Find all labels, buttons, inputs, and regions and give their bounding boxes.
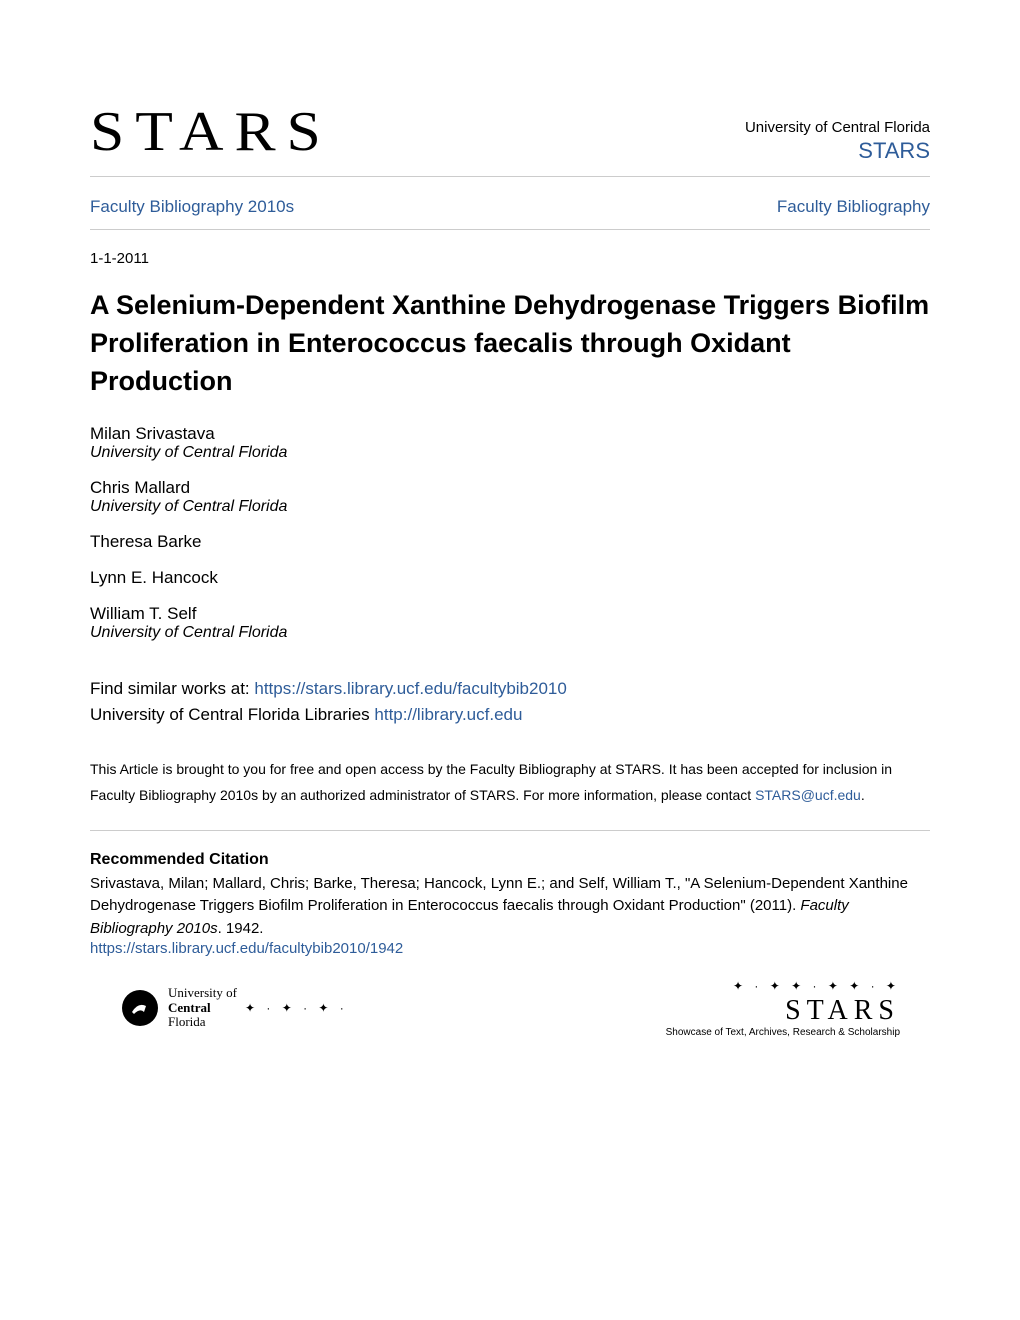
libraries-link[interactable]: http://library.ucf.edu bbox=[374, 705, 522, 724]
author-name: William T. Self bbox=[90, 604, 930, 624]
author-block: Milan Srivastava University of Central F… bbox=[90, 424, 930, 462]
stars-link[interactable]: STARS bbox=[745, 138, 930, 164]
stars-logo: STARS bbox=[90, 100, 332, 164]
similar-works-link[interactable]: https://stars.library.ucf.edu/facultybib… bbox=[254, 679, 566, 698]
ucf-line3: Florida bbox=[168, 1015, 237, 1029]
header-row: STARS University of Central Florida STAR… bbox=[90, 100, 930, 177]
publication-date: 1-1-2011 bbox=[90, 250, 930, 267]
author-block: William T. Self University of Central Fl… bbox=[90, 604, 930, 642]
citation-text: Srivastava, Milan; Mallard, Chris; Barke… bbox=[90, 873, 930, 941]
author-block: Chris Mallard University of Central Flor… bbox=[90, 478, 930, 516]
citation-url-link[interactable]: https://stars.library.ucf.edu/facultybib… bbox=[90, 940, 930, 957]
ucf-logo-block: University of Central Florida ✦ · ✦ · ✦ … bbox=[120, 986, 348, 1029]
citation-section: Recommended Citation Srivastava, Milan; … bbox=[90, 851, 930, 958]
header-right: University of Central Florida STARS bbox=[745, 119, 930, 164]
sparkle-decoration-left: ✦ · ✦ · ✦ · bbox=[245, 1001, 348, 1015]
nav-link-parent[interactable]: Faculty Bibliography bbox=[777, 197, 930, 217]
article-title: A Selenium-Dependent Xanthine Dehydrogen… bbox=[90, 287, 930, 400]
author-name: Milan Srivastava bbox=[90, 424, 930, 444]
author-name: Theresa Barke bbox=[90, 532, 930, 552]
author-affiliation: University of Central Florida bbox=[90, 498, 930, 516]
similar-works-label: Find similar works at: bbox=[90, 679, 254, 698]
author-name: Chris Mallard bbox=[90, 478, 930, 498]
author-affiliation: University of Central Florida bbox=[90, 444, 930, 462]
open-access-text: This Article is brought to you for free … bbox=[90, 757, 930, 830]
stars-footer-logo: STARS bbox=[666, 995, 900, 1027]
citation-body-1: Srivastava, Milan; Mallard, Chris; Barke… bbox=[90, 875, 908, 915]
author-block: Lynn E. Hancock bbox=[90, 568, 930, 588]
libraries-label: University of Central Florida Libraries bbox=[90, 705, 374, 724]
author-block: Theresa Barke bbox=[90, 532, 930, 552]
sparkle-decoration-right: ✦ · ✦ ✦ · ✦ ✦ · ✦ bbox=[733, 979, 900, 993]
contact-email-link[interactable]: STARS@ucf.edu bbox=[755, 787, 861, 803]
ucf-text: University of Central Florida bbox=[168, 986, 237, 1029]
footer-logos: University of Central Florida ✦ · ✦ · ✦ … bbox=[90, 977, 930, 1038]
pegasus-icon bbox=[120, 988, 160, 1028]
nav-row: Faculty Bibliography 2010s Faculty Bibli… bbox=[90, 187, 930, 230]
ucf-line2: Central bbox=[168, 1001, 237, 1015]
stars-footer-block: ✦ · ✦ ✦ · ✦ ✦ · ✦ STARS Showcase of Text… bbox=[666, 977, 900, 1038]
citation-body-2: . 1942. bbox=[218, 920, 264, 937]
nav-link-collection[interactable]: Faculty Bibliography 2010s bbox=[90, 197, 294, 217]
stars-tagline: Showcase of Text, Archives, Research & S… bbox=[666, 1027, 900, 1038]
author-name: Lynn E. Hancock bbox=[90, 568, 930, 588]
similar-works-section: Find similar works at: https://stars.lib… bbox=[90, 676, 930, 727]
access-suffix: . bbox=[861, 787, 865, 803]
author-affiliation: University of Central Florida bbox=[90, 624, 930, 642]
citation-heading: Recommended Citation bbox=[90, 851, 930, 869]
ucf-line1: University of bbox=[168, 986, 237, 1000]
university-name: University of Central Florida bbox=[745, 119, 930, 136]
